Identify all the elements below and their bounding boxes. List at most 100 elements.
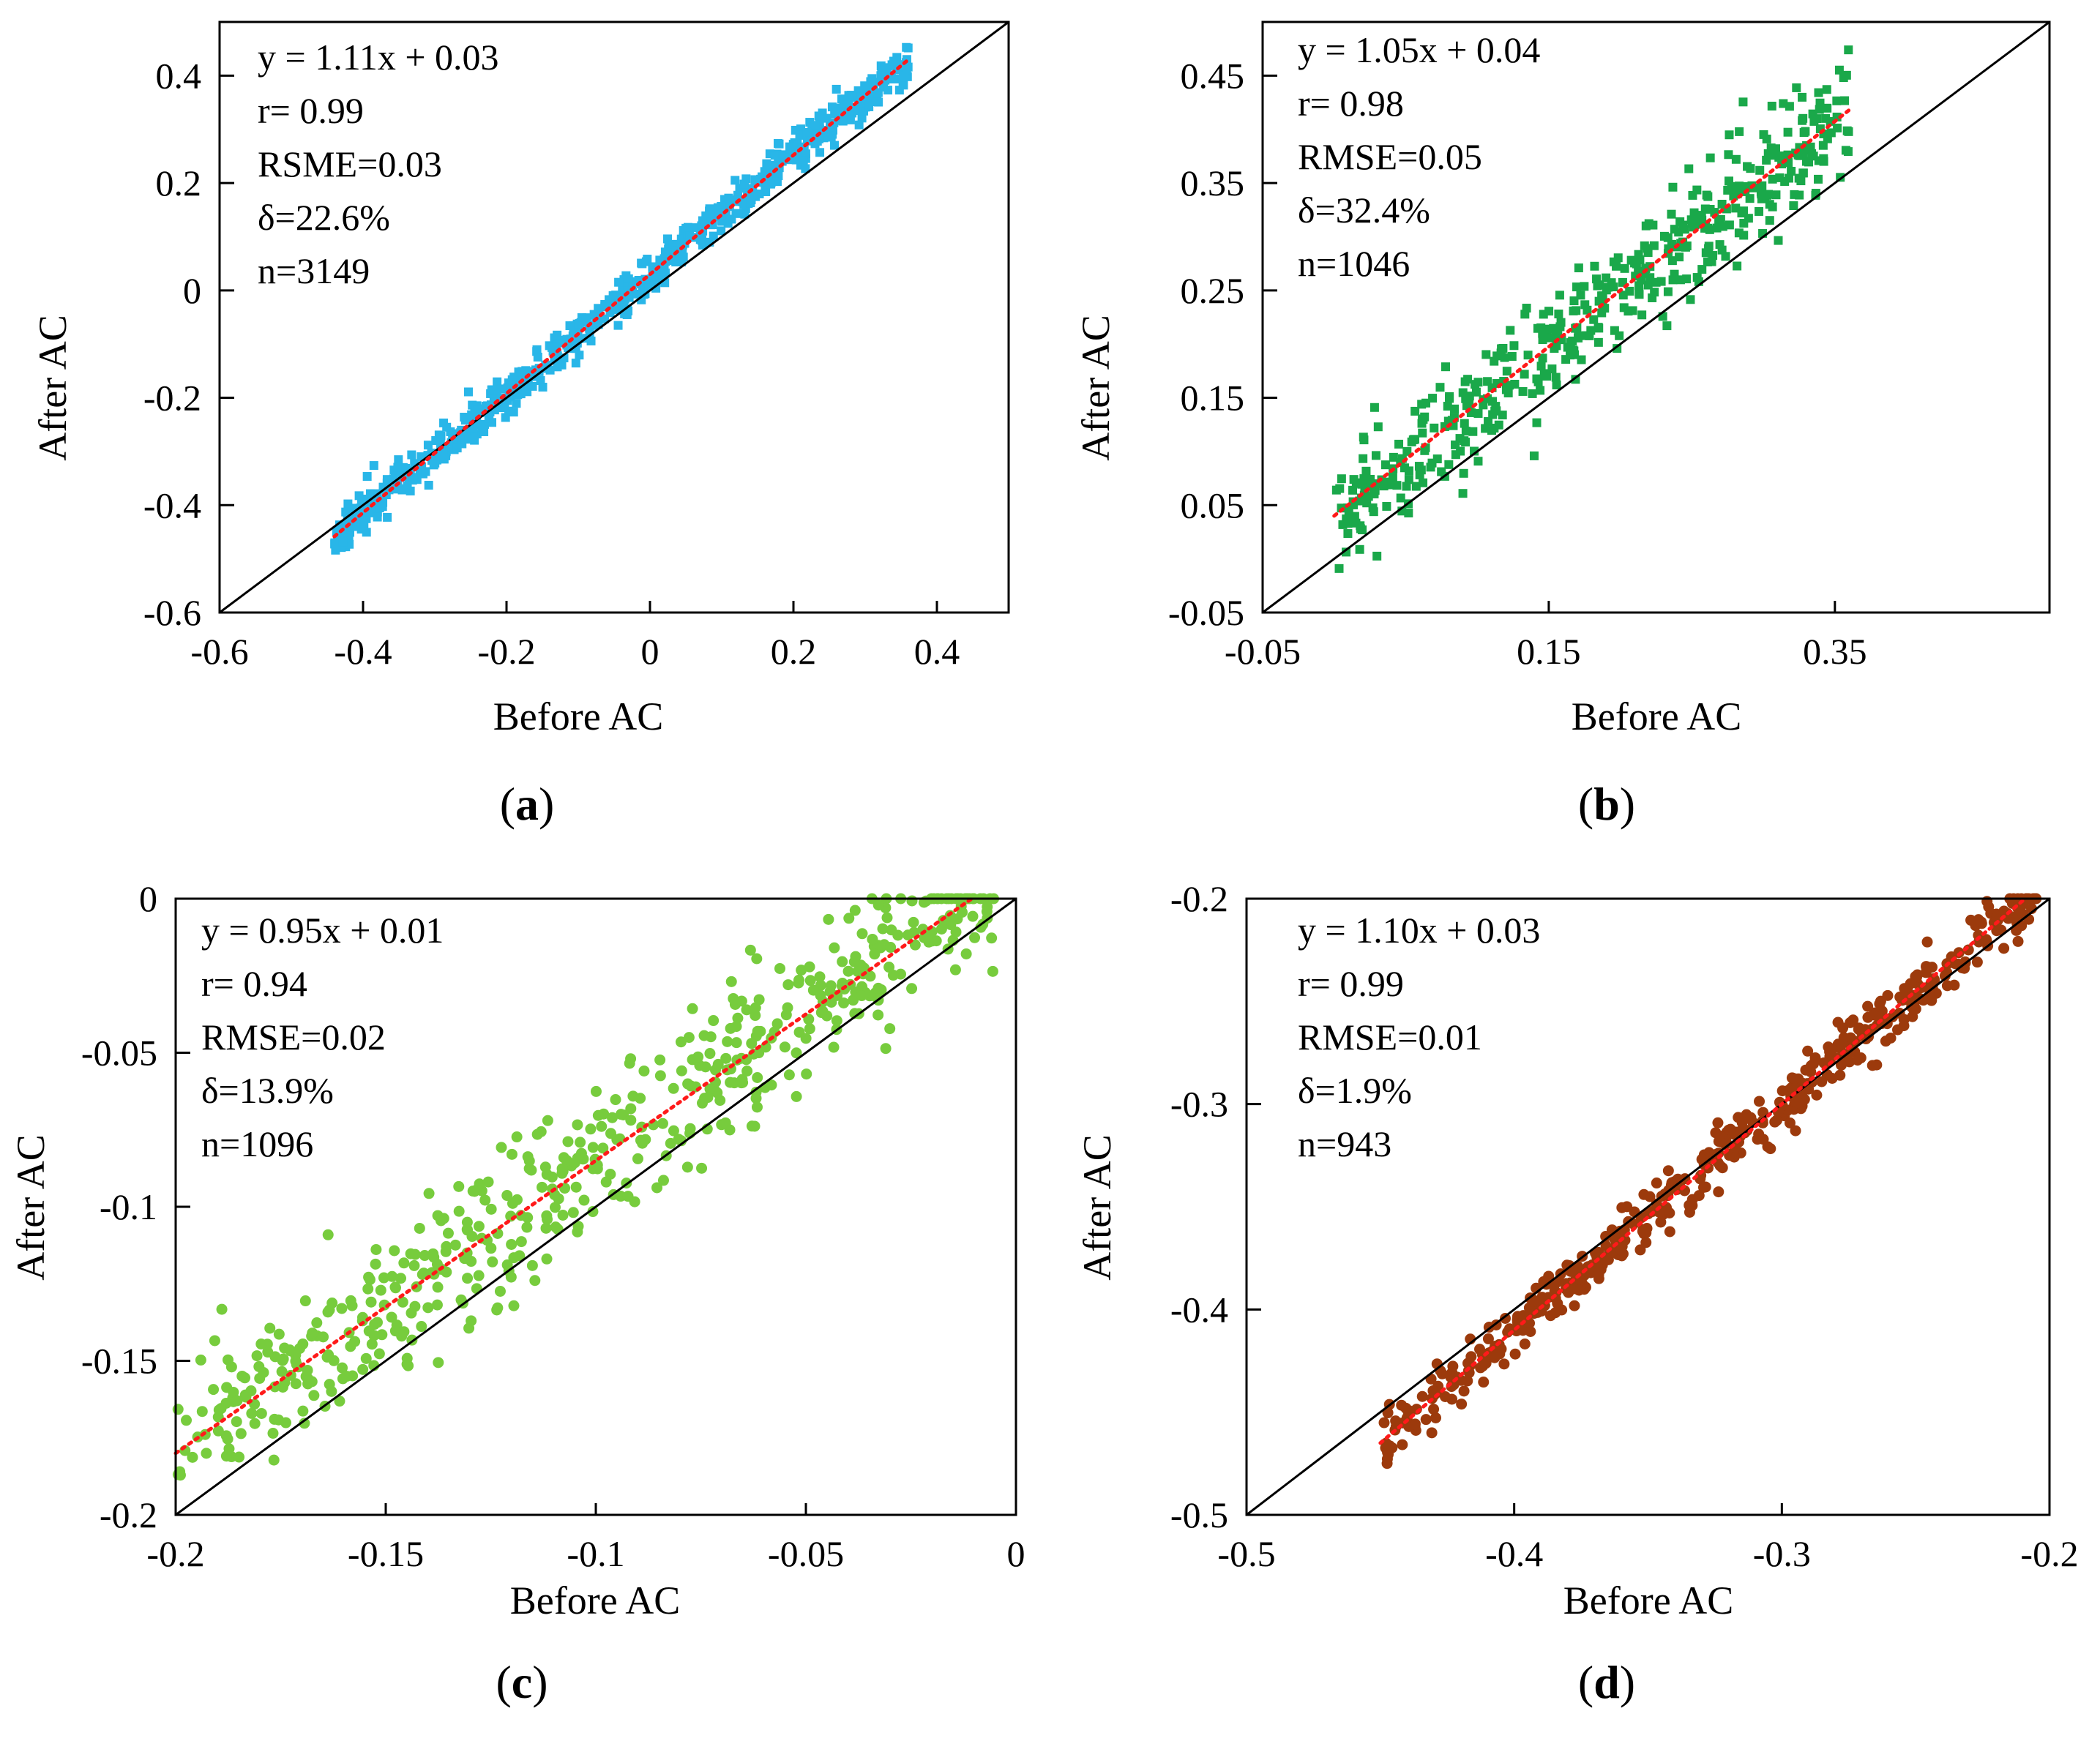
data-point (1637, 310, 1647, 320)
data-point (1523, 351, 1533, 360)
data-point (654, 1070, 666, 1082)
data-point (1814, 174, 1823, 184)
data-point (725, 976, 737, 987)
x-tick-label: -0.4 (334, 631, 392, 672)
data-point (246, 1407, 258, 1419)
data-point (1638, 1188, 1650, 1200)
data-point (1713, 1186, 1725, 1198)
data-point (299, 1295, 311, 1307)
data-point (1551, 372, 1561, 382)
data-point (1643, 248, 1653, 258)
data-point (1343, 529, 1353, 539)
data-point (1502, 367, 1512, 376)
data-point (1697, 211, 1706, 220)
data-point (632, 1153, 643, 1164)
data-point (860, 81, 870, 91)
y-tick-label: -0.6 (143, 592, 201, 633)
data-point (1712, 1117, 1724, 1128)
data-point (511, 1131, 523, 1143)
data-point (311, 1317, 323, 1329)
data-point (468, 1186, 480, 1197)
data-point (883, 86, 893, 95)
data-point (883, 962, 895, 973)
stat-delta: δ=32.4% (1298, 190, 1430, 231)
data-point (1725, 220, 1734, 230)
data-point (373, 512, 382, 522)
data-point (222, 1433, 233, 1445)
x-tick-label: -0.6 (190, 631, 248, 672)
data-point (460, 413, 469, 422)
data-point (557, 1209, 569, 1221)
data-point (416, 1321, 427, 1333)
data-point (1620, 263, 1629, 273)
data-point (1763, 190, 1773, 199)
data-point (1663, 233, 1673, 242)
data-point (349, 1336, 361, 1347)
data-point (725, 1077, 736, 1088)
data-point (423, 1188, 435, 1199)
data-point (368, 1330, 380, 1341)
data-point (1783, 127, 1793, 137)
data-point (1520, 370, 1529, 379)
stat-equation: y = 1.05x + 0.04 (1298, 29, 1540, 70)
data-point (553, 362, 562, 372)
data-point (733, 209, 743, 218)
data-point (1790, 1125, 1801, 1137)
data-point (508, 1300, 520, 1311)
data-point (548, 346, 558, 356)
data-point (1808, 109, 1817, 119)
data-point (235, 1428, 247, 1439)
data-point (1746, 164, 1755, 173)
data-point (801, 164, 810, 173)
data-point (416, 1269, 428, 1281)
data-point (585, 1123, 597, 1135)
data-point (1577, 355, 1586, 364)
data-point (894, 86, 904, 95)
data-point (892, 929, 904, 941)
data-point (1402, 446, 1412, 456)
data-point (1721, 252, 1730, 261)
data-point (1337, 474, 1346, 484)
data-point (625, 1103, 637, 1115)
x-tick-label: 0 (1007, 1533, 1025, 1574)
data-point (466, 1315, 477, 1327)
data-point (1538, 353, 1547, 363)
data-point (330, 538, 340, 547)
data-point (1705, 153, 1715, 162)
data-point (1573, 1284, 1585, 1296)
data-point (1981, 896, 1993, 907)
data-point (750, 1010, 761, 1022)
data-point (1509, 1348, 1521, 1360)
data-point (1733, 261, 1742, 271)
data-point (606, 1112, 618, 1123)
data-point (732, 1012, 744, 1024)
data-point (1483, 377, 1492, 386)
data-point (681, 1161, 693, 1173)
data-point (1921, 936, 1933, 948)
data-point (605, 1169, 616, 1180)
data-point (746, 198, 755, 208)
data-point (1566, 351, 1575, 360)
data-point (1754, 1096, 1765, 1107)
data-point (1833, 123, 1842, 132)
data-point (403, 1360, 414, 1371)
data-point (409, 1248, 421, 1260)
data-point (1370, 403, 1379, 412)
data-point (838, 997, 850, 1008)
data-point (506, 1238, 517, 1250)
data-point (746, 1120, 758, 1132)
data-point (793, 974, 804, 986)
data-point (223, 1354, 234, 1366)
data-point (750, 1086, 762, 1098)
y-tick-label: 0 (183, 270, 201, 311)
x-tick-label: -0.4 (1485, 1533, 1543, 1574)
data-point (1517, 1310, 1529, 1322)
data-point (341, 507, 351, 517)
stat-n: n=1046 (1298, 243, 1410, 284)
data-point (1461, 427, 1471, 436)
data-point (1616, 1202, 1628, 1213)
data-point (1504, 381, 1514, 390)
data-point (1774, 236, 1783, 245)
data-point (512, 399, 521, 408)
data-point (1439, 1391, 1451, 1403)
